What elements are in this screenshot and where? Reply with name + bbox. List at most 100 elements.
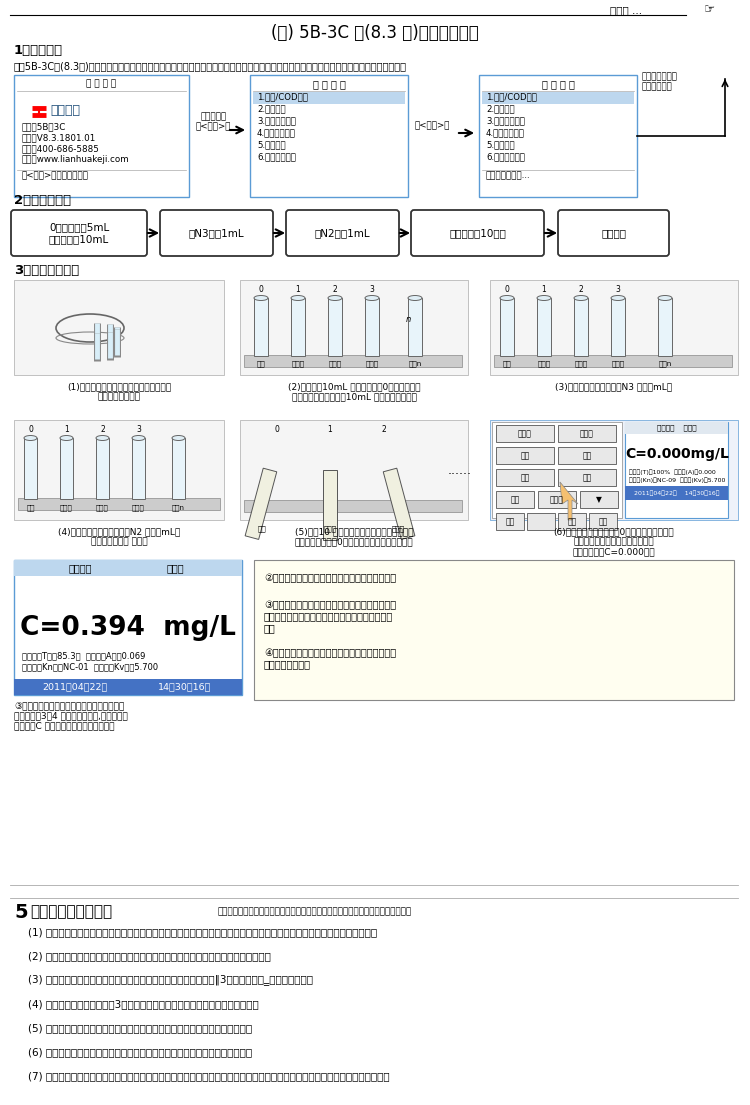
Text: 校準: 校準 (510, 495, 520, 504)
FancyBboxPatch shape (254, 298, 268, 356)
Text: 加N2試劑1mL: 加N2試劑1mL (315, 228, 370, 238)
Text: 連華科技: 連華科技 (50, 105, 80, 117)
FancyBboxPatch shape (574, 298, 588, 356)
Text: 刪除: 刪除 (567, 517, 577, 526)
Text: (5) 溶液比色時比色皿外壁必須保持清潔干淨，不能有溶液、污漬或水痕存在；: (5) 溶液比色時比色皿外壁必須保持清潔干淨，不能有溶液、污漬或水痕存在； (28, 1023, 252, 1033)
FancyBboxPatch shape (500, 298, 514, 356)
Text: 空白: 空白 (520, 451, 530, 460)
FancyBboxPatch shape (408, 298, 422, 356)
FancyBboxPatch shape (254, 560, 734, 699)
Text: 6.調取初始參數: 6.調取初始參數 (257, 152, 296, 161)
Text: 接前頁 ...: 接前頁 ... (610, 6, 642, 15)
FancyBboxPatch shape (240, 420, 468, 520)
FancyBboxPatch shape (558, 210, 669, 256)
Text: ☞: ☞ (704, 3, 716, 17)
Text: 2: 2 (579, 285, 584, 295)
FancyBboxPatch shape (496, 491, 534, 508)
FancyBboxPatch shape (496, 469, 554, 486)
Text: 摇匀，靜置10分鐘: 摇匀，靜置10分鐘 (449, 228, 506, 238)
FancyBboxPatch shape (96, 438, 109, 499)
FancyBboxPatch shape (658, 298, 672, 356)
Text: 2: 2 (100, 425, 105, 434)
Text: 型號：5B－3C: 型號：5B－3C (22, 123, 66, 131)
Ellipse shape (408, 295, 422, 301)
FancyBboxPatch shape (496, 448, 554, 464)
Text: 1: 1 (542, 285, 546, 295)
Text: 測量模式切換中...: 測量模式切換中... (486, 171, 531, 180)
Ellipse shape (500, 295, 514, 301)
FancyBboxPatch shape (14, 280, 224, 375)
Text: 1: 1 (64, 425, 69, 434)
Text: (3) 消解系統應提前打開進行升溫預熱，到達設定溫度後，再進行‖3測量操作過程‗操作測量過程；: (3) 消解系統應提前打開進行升溫預熱，到達設定溫度後，再進行‖3測量操作過程‗… (28, 975, 313, 986)
FancyBboxPatch shape (492, 422, 622, 518)
Text: 按<測量>鍵進入測量狀態: 按<測量>鍵進入測量狀態 (22, 171, 89, 180)
Text: 3: 3 (616, 285, 620, 295)
Text: 打開5B-3C型(8.3版)多參數測定儀開關，按下圖所示方法選擇氨氮測定項目。按氨氮水樣無需加熱消解，只需在測量模式下對儀器預熱十分鐘。: 打開5B-3C型(8.3版)多參數測定儀開關，按下圖所示方法選擇氨氮測定項目。按… (14, 61, 407, 71)
Text: 2: 2 (381, 425, 386, 434)
Text: 分析: 分析 (582, 473, 592, 482)
Text: 水樣３: 水樣３ (365, 360, 379, 367)
Text: 水樣２: 水樣２ (96, 504, 109, 511)
Text: 比色讀値: 比色讀値 (601, 228, 626, 238)
FancyBboxPatch shape (527, 513, 555, 530)
FancyBboxPatch shape (160, 210, 273, 256)
Text: 菜單。: 菜單。 (550, 495, 564, 504)
Text: 5: 5 (14, 903, 28, 922)
Ellipse shape (574, 295, 588, 301)
FancyBboxPatch shape (558, 469, 616, 486)
Text: 水樣１: 水樣１ (60, 504, 73, 511)
Text: (4)再依次向各反應管內加入N2 試劑１mL，
摇匀，靜置１０ 分鐘。: (4)再依次向各反應管內加入N2 試劑１mL， 摇匀，靜置１０ 分鐘。 (58, 527, 180, 546)
Text: 2、操作流程圖: 2、操作流程圖 (14, 194, 71, 208)
Text: 氨氮測定: 氨氮測定 (68, 564, 92, 573)
FancyBboxPatch shape (496, 513, 524, 530)
Text: 氨氮測定    比比色: 氨氮測定 比比色 (657, 424, 697, 431)
Text: 5.曲線報合: 5.曲線報合 (486, 140, 514, 149)
Text: 0: 0 (505, 285, 509, 295)
FancyBboxPatch shape (365, 298, 379, 356)
Text: 1: 1 (296, 285, 300, 295)
Text: 使用注意事項及須知: 使用注意事項及須知 (30, 905, 112, 919)
Text: 1.氨氮/COD測定: 1.氨氮/COD測定 (486, 93, 537, 102)
Text: 曲線號(Kn)：NC-09  曲線値(Kv)：5.700: 曲線號(Kn)：NC-09 曲線値(Kv)：5.700 (629, 477, 725, 483)
Text: (3)依次向各反應管內加入N3 試劑１mL。: (3)依次向各反應管內加入N3 試劑１mL。 (556, 382, 673, 391)
FancyBboxPatch shape (14, 420, 224, 520)
FancyBboxPatch shape (14, 75, 189, 197)
Text: C=0.000mg/L: C=0.000mg/L (625, 448, 729, 461)
Text: 2.手動置零: 2.手動置零 (257, 105, 286, 114)
FancyBboxPatch shape (537, 298, 551, 356)
Text: 0號取無氨氧5mL
其他取水樣10mL: 0號取無氨氧5mL 其他取水樣10mL (49, 222, 110, 244)
Text: 3、具體操作步驟: 3、具體操作步驟 (14, 263, 80, 276)
Ellipse shape (658, 295, 672, 301)
Text: 空白: 空白 (256, 360, 265, 367)
Text: 水樣３: 水樣３ (611, 360, 625, 367)
Ellipse shape (611, 295, 625, 301)
Text: (6) 用比色系統進行比色時需注意：禁止將比色溶液滴到儀器表面及比色槽中。: (6) 用比色系統進行比色時需注意：禁止將比色溶液滴到儀器表面及比色槽中。 (28, 1048, 252, 1057)
FancyBboxPatch shape (286, 210, 399, 256)
FancyBboxPatch shape (558, 425, 616, 442)
Text: 水樣２: 水樣２ (574, 360, 587, 367)
Text: 14時30刍16秒: 14時30刍16秒 (158, 683, 212, 692)
Text: 0: 0 (259, 285, 263, 295)
Ellipse shape (365, 295, 379, 301)
Text: (1)取隨機配帶的反應管數支。洗凈並烘干
后置於冷卻架上。: (1)取隨機配帶的反應管數支。洗凈並烘干 后置於冷卻架上。 (67, 382, 171, 401)
Text: ▼: ▼ (596, 495, 602, 504)
FancyBboxPatch shape (625, 422, 728, 518)
Text: 曲線: 曲線 (520, 473, 530, 482)
Text: 3.修改曲線參數: 3.修改曲線參數 (257, 116, 296, 126)
FancyBboxPatch shape (250, 75, 408, 197)
FancyBboxPatch shape (580, 491, 618, 508)
Text: 高量程: 高量程 (518, 429, 532, 438)
Text: 系 統 設 置: 系 統 設 置 (313, 78, 346, 90)
Text: 1.氨氮/COD測定: 1.氨氮/COD測定 (257, 93, 307, 102)
FancyBboxPatch shape (18, 498, 220, 511)
Text: 水樣n: 水樣n (658, 360, 672, 367)
FancyBboxPatch shape (490, 280, 738, 375)
Text: (2)準確量取10mL 的無氨氧水加0號試管。再依
次準確量取各待測水樣10mL 加入各反應管內。: (2)準確量取10mL 的無氨氧水加0號試管。再依 次準確量取各待測水樣10mL… (288, 382, 420, 401)
Text: 水樣１: 水樣１ (292, 360, 304, 367)
Polygon shape (560, 482, 578, 520)
Text: (4) 水樣預處理及比色過程（3測量操作過程）各個環節，應該連續、緊湊完成；: (4) 水樣預處理及比色過程（3測量操作過程）各個環節，應該連續、緊湊完成； (28, 999, 259, 1009)
Text: 5.曲線報合: 5.曲線報合 (257, 140, 286, 149)
Text: 連 華 科 技: 連 華 科 技 (86, 80, 116, 88)
Text: 0: 0 (28, 425, 33, 434)
Text: 水樣２: 水樣２ (328, 360, 341, 367)
